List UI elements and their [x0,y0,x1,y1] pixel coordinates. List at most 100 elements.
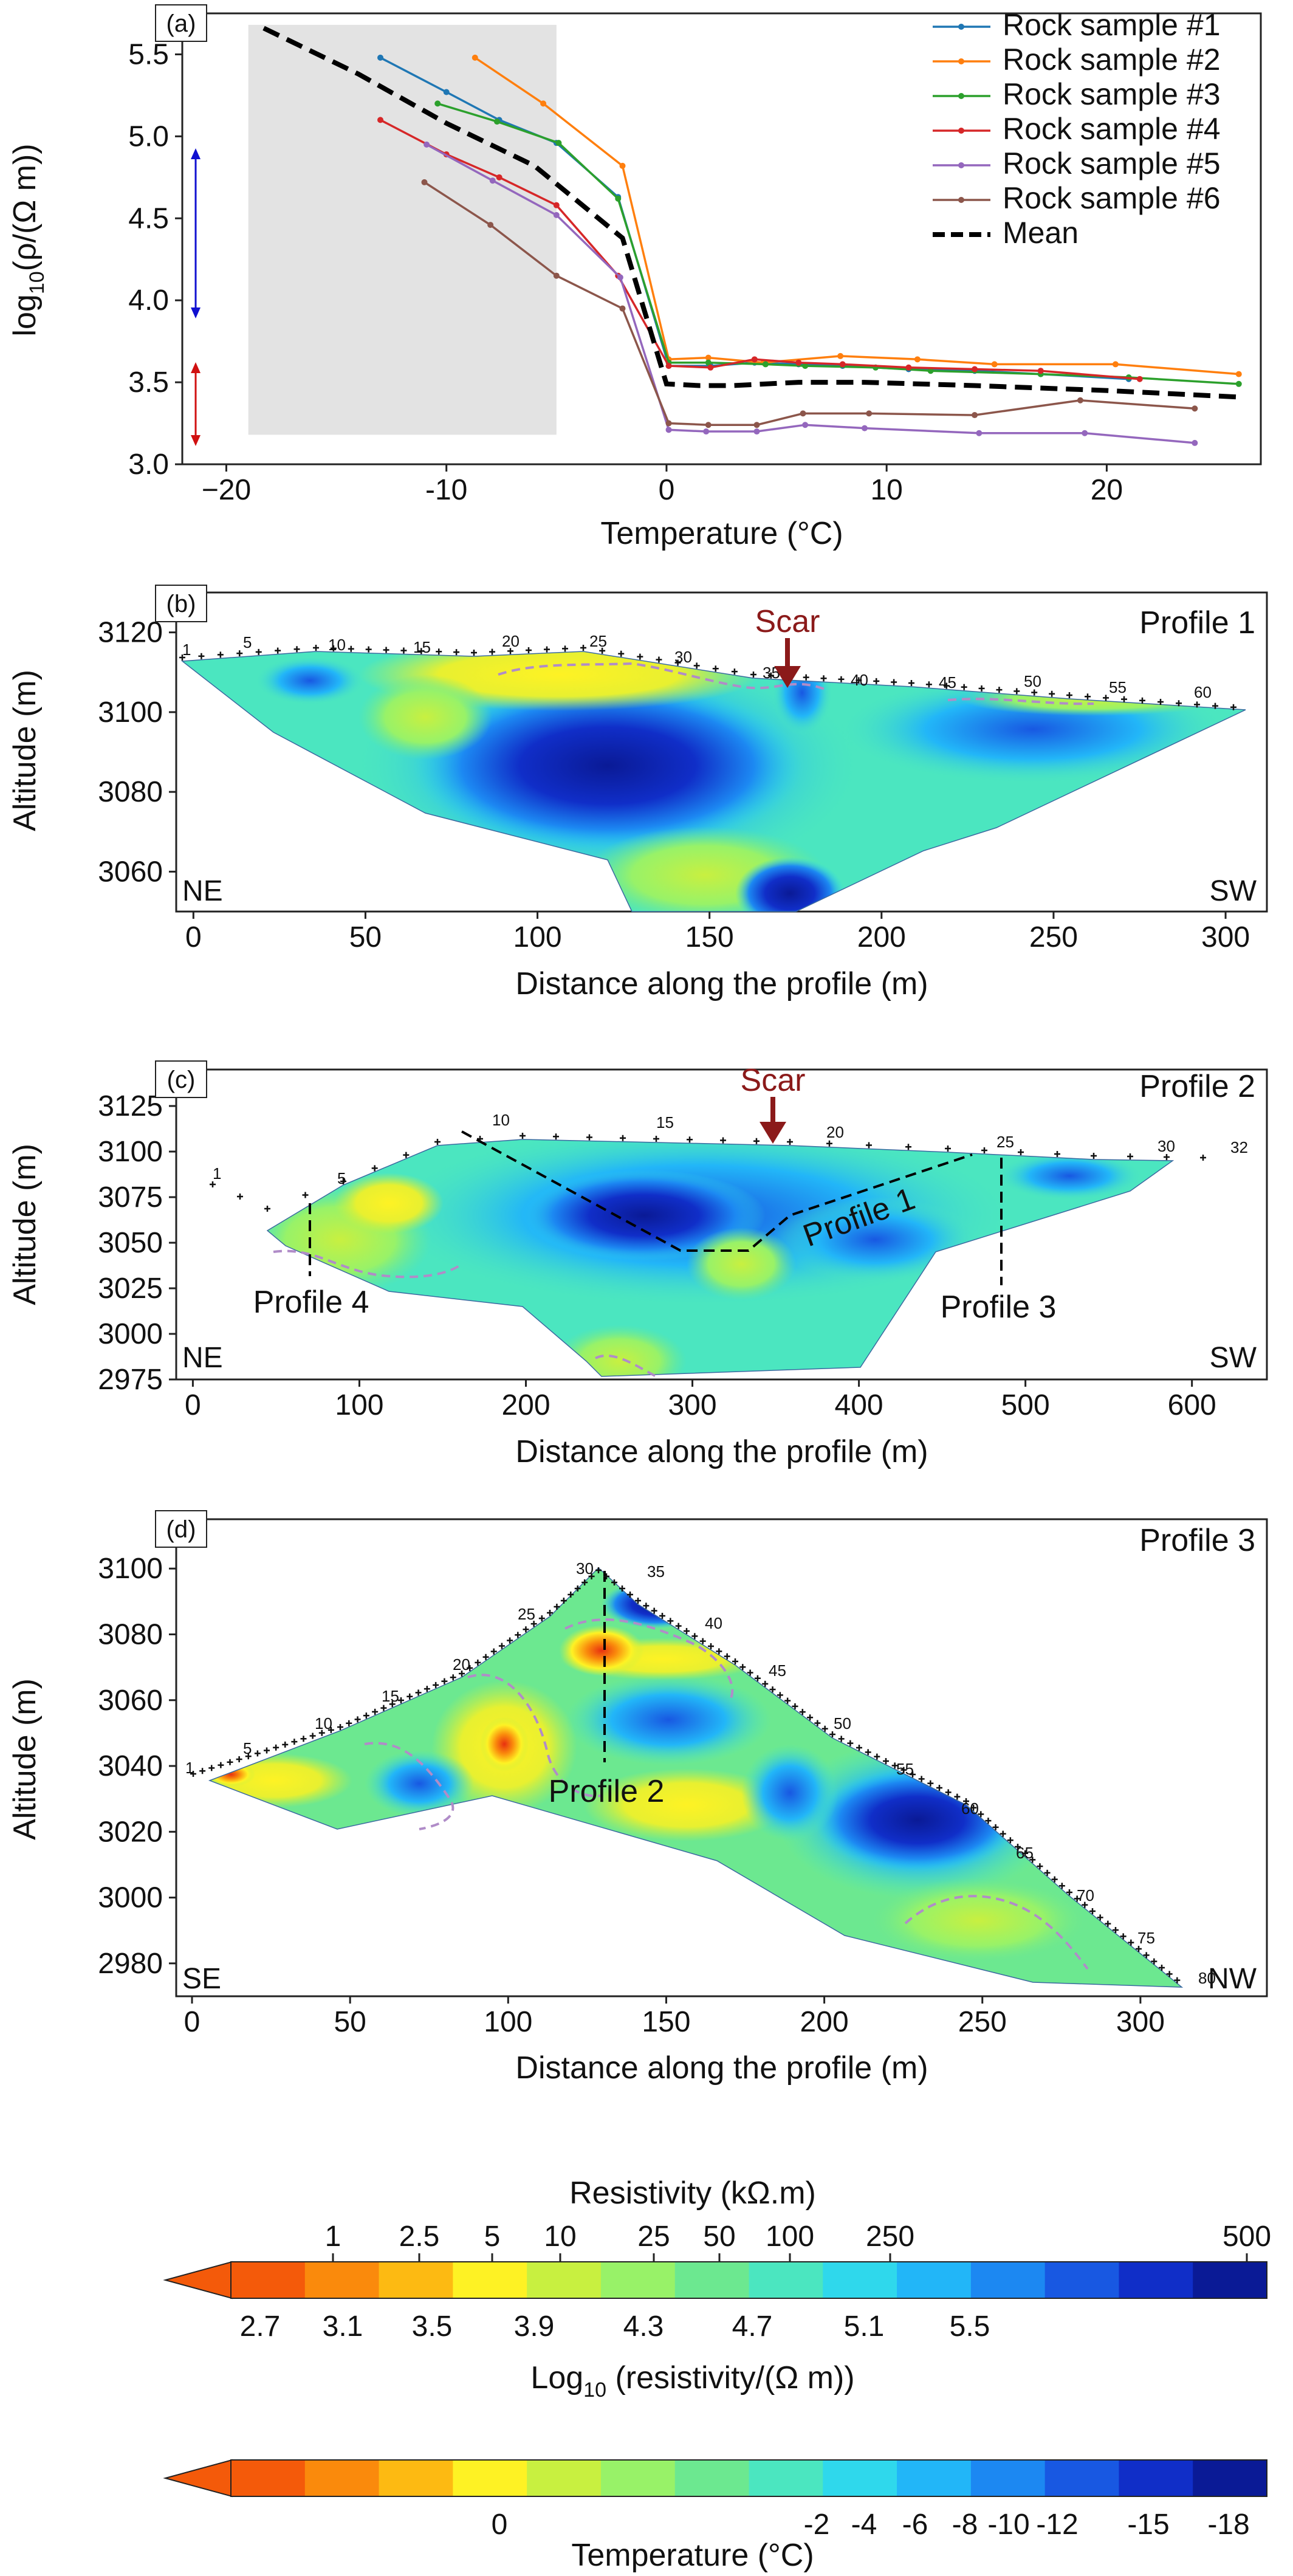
x-axis-label: Distance along the profile (m) [515,2050,928,2086]
colorbar-top-tick-label: 100 [766,2221,814,2253]
svg-text:45: 45 [939,673,956,692]
legend-label: Rock sample #6 [1003,181,1221,215]
scar-marker: Scar [755,604,820,688]
electrode-marker [245,1753,252,1760]
electrode-marker [820,675,827,682]
y-axis-ticks: 3.0 3.5 4.0 4.5 5.0 5.5 [128,38,182,481]
electrode-marker [1085,693,1091,700]
electrode-marker [918,1776,925,1782]
svg-text:10: 10 [315,1714,332,1733]
colorbar-swatch [231,2262,306,2298]
electrode-marker [739,1664,746,1671]
electrode-marker [477,1136,483,1142]
colorbar-swatch [970,2460,1046,2496]
svg-text:55: 55 [1109,678,1127,696]
colorbar-bottom-tick-label: 3.5 [412,2310,453,2343]
x-axis-ticks: 0 50 100 150 200 250 300 [184,1996,1165,2038]
svg-text:1: 1 [182,641,191,659]
electrode-marker [403,1152,410,1158]
colorbar-top-tick-label: 500 [1223,2221,1271,2253]
profile-title: Profile 2 [1139,1069,1255,1104]
electrode-marker [866,1142,872,1149]
colorbar-swatch [897,2460,972,2496]
electrode-marker [580,645,586,651]
electrode-marker [1007,1837,1013,1844]
electrode-marker [731,668,738,675]
svg-text:50: 50 [1024,672,1041,690]
electrode-marker [482,1654,489,1660]
electrode-marker [1015,1844,1021,1850]
electrode-marker [996,687,1003,693]
electrode-marker [925,681,932,688]
electrode-marker [838,1736,845,1742]
colorbar-bottom-tick-label: 4.7 [732,2310,773,2343]
data-point [489,177,496,184]
electrode-marker [282,1741,289,1748]
x-tick-label: 250 [958,2006,1007,2038]
electrode-marker [363,1712,369,1719]
svg-text:25: 25 [996,1133,1014,1151]
data-point [665,420,672,427]
corner-label-left: NE [182,1342,223,1374]
y-axis-label: Altitude (m) [7,1144,43,1305]
profile-4-label: Profile 4 [253,1285,369,1320]
data-point [443,89,450,95]
data-point [615,195,622,202]
electrode-marker [406,1693,413,1700]
electrode-marker [560,1598,567,1604]
electrode-marker [865,1749,871,1756]
colorbar-top-tick-label: 250 [866,2221,914,2253]
electrode-marker [1091,1153,1097,1159]
x-tick-label: 20 [1091,474,1123,506]
data-point [665,427,672,433]
colorbar-swatch [600,2460,676,2496]
colorbar-tick-label: -18 [1207,2509,1249,2541]
electrode-marker [1174,1977,1181,1984]
x-tick-label: 150 [642,2006,690,2038]
electrode-marker [943,682,950,689]
svg-text:30: 30 [1158,1137,1175,1155]
electrode-marker [400,647,407,654]
colorbar-swatch [749,2262,823,2298]
x-tick-label: 200 [800,2006,849,2038]
electrode-marker [799,1709,806,1716]
electrode-marker [436,648,442,655]
electrode-marker [433,1681,439,1688]
electrode-marker [936,1785,942,1791]
data-point [1112,361,1119,368]
electrode-marker [1166,1971,1173,1977]
y-tick-label: 3100 [98,1553,163,1585]
colorbar-extension [163,2459,233,2498]
electrode-marker [674,659,681,666]
electrode-marker [873,678,880,684]
svg-text:65: 65 [1016,1844,1034,1862]
electrode-marker [424,1686,430,1692]
data-point [617,274,623,281]
electrode-marker [792,1703,798,1709]
colorbar-tick-label: -4 [851,2509,877,2541]
svg-text:30: 30 [674,648,692,666]
y-tick-label: 3120 [98,617,163,649]
colorbar-swatch [231,2460,306,2496]
x-tick-label: 600 [1168,1389,1216,1421]
electrode-marker [856,677,862,684]
electrode-marker [1029,1856,1036,1863]
colorbar-frame [230,2459,1267,2497]
data-point [861,425,868,431]
data-point [424,141,430,148]
x-tick-label: 10 [870,474,902,506]
data-point [976,430,983,436]
panel-c: Profile 4 Profile 1 Profile 3 1 5 10 15 … [7,1060,1268,1469]
colorbar-swatch [897,2262,972,2298]
electrode-marker [588,1573,595,1579]
data-point [753,428,760,435]
y-axis-ticks: 3060 3080 3100 3120 [98,617,176,888]
x-axis-label: Distance along the profile (m) [515,1434,928,1469]
electrode-marker [190,1771,196,1777]
electrode-marker [720,1137,726,1144]
frozen-boundary-contour [904,1895,1089,1970]
electrode-marker [838,676,845,682]
electrode-marker [905,1144,911,1150]
electrode-marker [544,646,550,653]
electrode-marker [520,1133,526,1139]
